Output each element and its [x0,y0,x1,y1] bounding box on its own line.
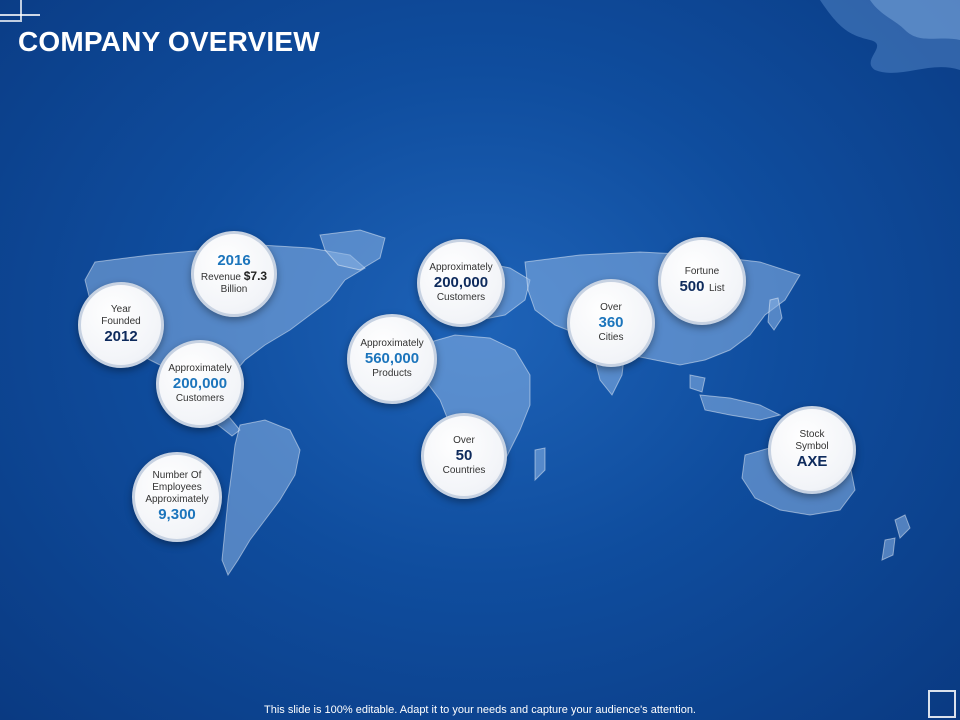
founded-value: 2012 [104,328,138,345]
founded-label-2: Founded [101,316,141,327]
customers-europe-suffix: Customers [436,292,486,303]
employees-label-2: Employees [152,482,202,493]
cities-value: 360 [598,314,624,331]
footer-note: This slide is 100% editable. Adapt it to… [264,704,696,716]
revenue-bubble: 2016 Revenue $7.3 Billion [191,231,277,317]
employees-bubble: Number Of Employees Approximately 9,300 [132,452,222,542]
revenue-prefix: Revenue [200,272,241,283]
customers-americas-label: Approximately [168,363,232,374]
employees-value: 9,300 [158,506,196,523]
employees-label-3: Approximately [145,494,209,505]
employees-label-1: Number Of [152,470,202,481]
fortune-suffix: List [708,283,725,294]
cities-suffix: Cities [598,332,624,343]
customers-europe-label: Approximately [429,262,493,273]
customers-europe-value: 200,000 [433,274,489,291]
revenue-amount: $7.3 [243,269,268,283]
revenue-year: 2016 [217,252,251,269]
countries-value: 50 [455,447,473,464]
page-title: COMPANY OVERVIEW [18,26,320,57]
customers-americas-bubble: Approximately 200,000 Customers [156,340,244,428]
founded-bubble: Year Founded 2012 [78,282,164,368]
products-suffix: Products [372,368,412,379]
stock-label-2: Symbol [795,441,829,452]
countries-bubble: Over 50 Countries [421,413,507,499]
countries-label: Over [453,435,475,446]
cities-label: Over [600,302,622,313]
stock-bubble: Stock Symbol AXE [768,406,856,494]
customers-americas-suffix: Customers [175,393,225,404]
revenue-line: Revenue $7.3 [201,270,267,284]
products-label: Approximately [360,338,424,349]
customers-europe-bubble: Approximately 200,000 Customers [417,239,505,327]
customers-americas-value: 200,000 [172,375,228,392]
corner-line-decoration [0,14,40,16]
revenue-suffix: Billion [220,284,248,295]
fortune-label: Fortune [684,266,720,277]
brush-stroke-decoration [820,0,960,73]
products-bubble: Approximately 560,000 Products [347,314,437,404]
fortune-line: 500 List [679,278,724,296]
corner-box-decoration [928,690,956,718]
countries-suffix: Countries [442,465,486,476]
fortune-value: 500 [679,278,705,295]
fortune-bubble: Fortune 500 List [658,237,746,325]
cities-bubble: Over 360 Cities [567,279,655,367]
stock-label-1: Stock [799,429,825,440]
founded-label-1: Year [110,304,132,315]
corner-decoration [0,0,22,22]
products-value: 560,000 [364,350,420,367]
stock-value: AXE [796,453,828,470]
